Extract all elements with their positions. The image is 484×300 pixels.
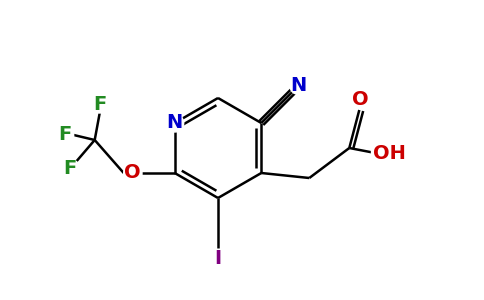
Text: N: N (166, 113, 183, 133)
Text: OH: OH (373, 143, 406, 163)
Text: I: I (214, 250, 222, 268)
Circle shape (290, 76, 308, 94)
Text: O: O (124, 164, 141, 182)
Circle shape (166, 114, 184, 132)
Text: F: F (93, 94, 106, 113)
Circle shape (56, 126, 74, 144)
Text: F: F (58, 125, 71, 145)
Circle shape (60, 159, 79, 177)
Circle shape (209, 250, 227, 268)
Text: O: O (352, 89, 369, 109)
Circle shape (351, 90, 369, 108)
Circle shape (124, 164, 142, 182)
Text: N: N (291, 76, 307, 95)
Circle shape (91, 95, 109, 113)
FancyBboxPatch shape (371, 143, 408, 163)
Text: F: F (63, 158, 76, 178)
